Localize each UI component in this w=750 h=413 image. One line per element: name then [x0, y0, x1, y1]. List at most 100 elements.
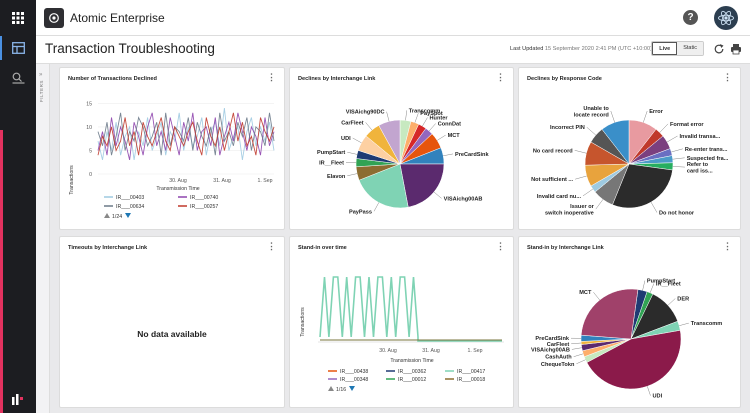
slice-label: UDI	[653, 394, 663, 400]
help-icon[interactable]: ?	[683, 10, 698, 25]
panel-title: Timeouts by Interchange Link	[68, 245, 148, 251]
panel-title: Stand-in over time	[298, 245, 347, 251]
label-connector	[414, 113, 419, 123]
label-connector	[679, 322, 689, 326]
response-pie-chart: Error Format error Invalid transa... Re-ent…	[531, 106, 729, 217]
static-mode-button[interactable]: Static	[677, 42, 703, 55]
print-icon[interactable]	[730, 43, 742, 55]
slice-label: Invalid card nu...	[537, 194, 582, 200]
slice-label: VISAichg90DC	[346, 110, 385, 116]
slice-label: Elavon	[327, 174, 346, 180]
more-menu-icon[interactable]: ⋮	[723, 72, 732, 82]
filters-label: FILTERS	[39, 80, 44, 103]
app-logo[interactable]	[44, 8, 64, 28]
legend-item: IR___00438	[340, 369, 368, 375]
x-axis-label: Transmission Time	[390, 358, 433, 364]
slice-label: CarFleet	[341, 120, 364, 126]
panel-title: Declines by Interchange Link	[298, 76, 376, 82]
pager-text: 1/24	[112, 214, 122, 220]
pie-slice	[378, 119, 401, 165]
label-connector	[643, 110, 648, 123]
slice-label: card iss...	[687, 169, 713, 175]
pager-up-icon[interactable]	[104, 213, 110, 218]
label-connector	[582, 188, 593, 197]
label-connector	[667, 135, 678, 143]
more-menu-icon[interactable]: ⋮	[496, 241, 505, 251]
panel-title: Number of Transactions Declined	[68, 76, 157, 82]
series-line	[97, 108, 275, 161]
slice-label: Hunter	[430, 116, 449, 122]
panel-declines-by-interchange: Declines by Interchange Link ⋮ Transcomm…	[289, 67, 514, 230]
panel-title: Declines by Response Code	[527, 76, 602, 82]
label-connector	[574, 150, 587, 154]
slice-label: CarFleet	[547, 342, 570, 348]
panel-standin-by-interchange: Stand-in by Interchange Link ⋮ PumpStart…	[518, 236, 741, 408]
slice-label: ChequeTokn	[541, 362, 575, 368]
slice-label: Incorrect PIN	[550, 125, 585, 131]
last-updated-label: Last Updated	[510, 46, 544, 52]
legend-item: IR___00257	[190, 204, 218, 210]
avatar[interactable]	[714, 6, 738, 30]
label-connector	[573, 353, 584, 357]
label-connector	[373, 202, 379, 212]
slice-label: Suspected fra...	[687, 156, 729, 162]
pager-down-icon[interactable]	[125, 213, 131, 218]
x-axis-label: Transmission Time	[156, 186, 199, 192]
filters-panel-toggle[interactable]: » FILTERS	[36, 64, 50, 413]
slice-label: VISAichg00AB	[444, 196, 483, 202]
more-menu-icon[interactable]: ⋮	[723, 241, 732, 251]
legend-item: IR___00403	[116, 195, 144, 201]
label-connector	[433, 191, 442, 199]
pie-slice	[612, 163, 673, 209]
search-list-icon[interactable]	[0, 62, 36, 94]
left-rail	[0, 0, 36, 413]
slice-label: PumpStart	[317, 150, 345, 156]
declined-line-chart: Transactions 0 5 10 15 30. Aug 31. Aug 1. Sep…	[69, 101, 275, 220]
pager-down-icon[interactable]	[349, 386, 355, 391]
y-tick-label: 0	[89, 172, 92, 178]
live-mode-button[interactable]: Live	[652, 42, 678, 55]
legend-item: IR___00362	[398, 369, 426, 375]
legend-item: IR___00348	[340, 377, 368, 383]
label-connector	[365, 122, 373, 131]
x-tick-label: 30. Aug	[169, 178, 187, 184]
slice-label: IR__Fleet	[656, 282, 681, 288]
refresh-icon[interactable]	[713, 43, 725, 55]
label-connector	[571, 342, 582, 344]
grid-icon[interactable]	[0, 2, 36, 34]
slice-label: Invalid transa...	[680, 134, 721, 140]
panel-title: Stand-in by Interchange Link	[527, 245, 604, 251]
more-menu-icon[interactable]: ⋮	[496, 72, 505, 82]
label-connector	[672, 166, 685, 168]
label-connector	[437, 134, 446, 141]
label-connector	[667, 298, 676, 306]
slice-label: Format error	[670, 122, 704, 128]
legend-pager: 1/16	[328, 386, 355, 393]
label-connector	[405, 110, 407, 121]
label-connector	[650, 202, 658, 213]
slice-label: Issuer or	[570, 204, 594, 210]
slice-label: Re-enter trans...	[685, 147, 728, 153]
slice-label: ConnDat	[438, 122, 461, 128]
legend-item: IR___00417	[457, 369, 485, 375]
label-connector	[443, 153, 454, 156]
mode-toggle: Live Static	[651, 41, 704, 56]
slice-label: MCT	[448, 133, 461, 139]
x-tick-label: 30. Aug	[379, 348, 397, 354]
pager-text: 1/16	[336, 387, 346, 393]
label-connector	[347, 152, 358, 155]
label-connector	[386, 111, 390, 122]
app-name: Atomic Enterprise	[70, 11, 165, 25]
label-connector	[595, 199, 604, 210]
more-menu-icon[interactable]: ⋮	[267, 72, 276, 82]
slice-label: PreCardSink	[535, 336, 569, 342]
pie-slice	[358, 163, 409, 209]
pager-up-icon[interactable]	[328, 386, 334, 391]
slice-label: Not sufficient ...	[531, 177, 573, 183]
logo-mark-icon	[0, 383, 36, 413]
dashboard-icon[interactable]	[0, 32, 36, 64]
more-menu-icon[interactable]: ⋮	[267, 241, 276, 251]
slice-label: MCT	[579, 290, 592, 296]
expand-chevron-icon[interactable]: »	[39, 72, 43, 78]
label-connector	[576, 359, 586, 364]
